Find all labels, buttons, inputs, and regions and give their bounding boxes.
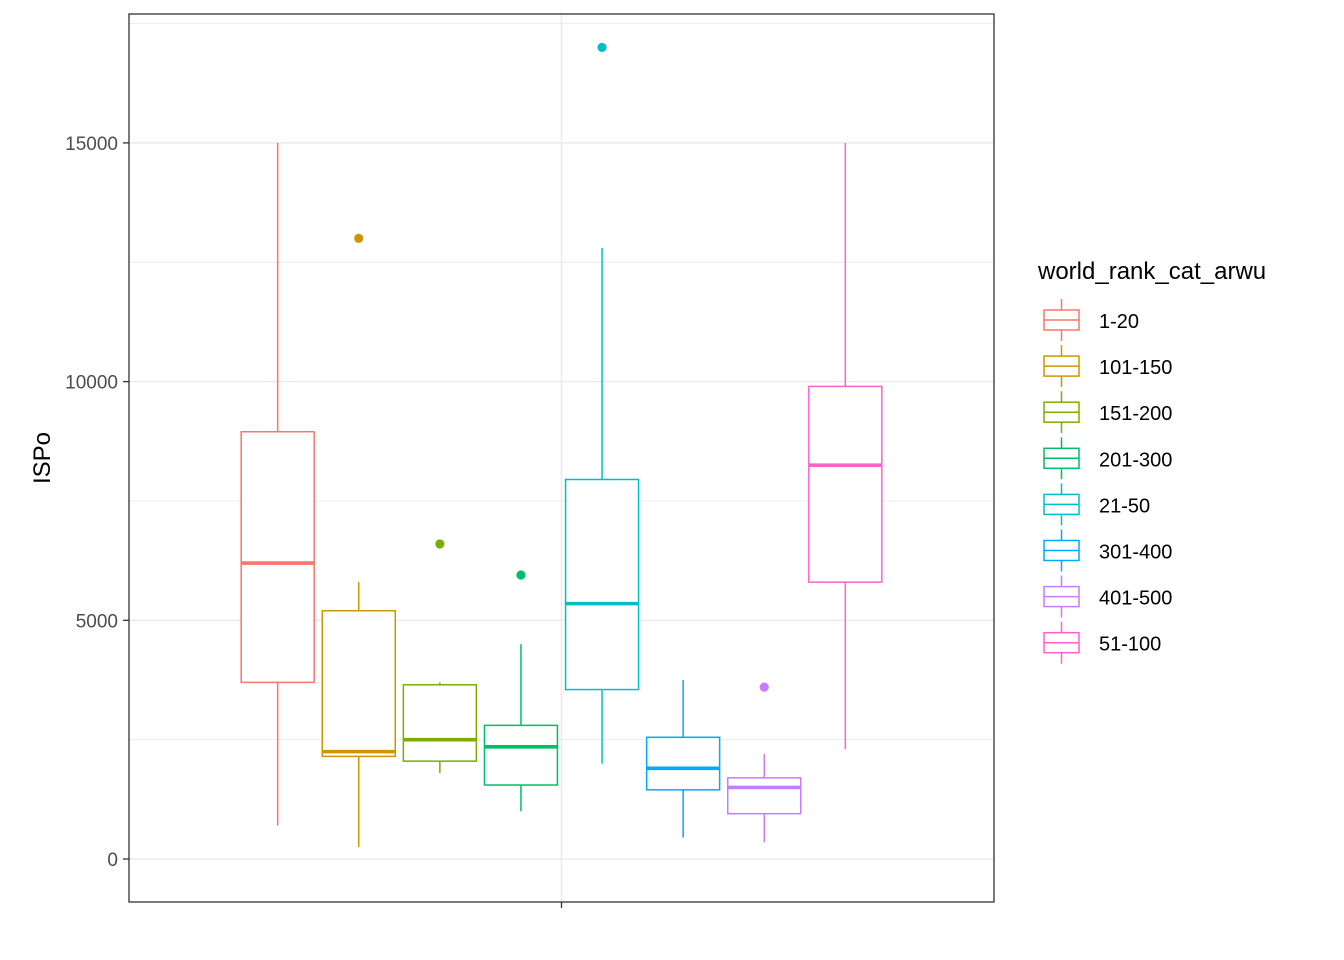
legend-title: world_rank_cat_arwu <box>1037 258 1266 285</box>
y-axis: 0 5000 10000 15000 <box>65 134 563 908</box>
outlier-point <box>354 233 364 243</box>
legend-label: 201-300 <box>1099 449 1172 471</box>
outlier-point <box>516 570 526 580</box>
legend-item-401-500: 401-500 <box>1043 575 1172 618</box>
legend-label: 1-20 <box>1099 311 1139 333</box>
legend-label: 401-500 <box>1099 588 1172 610</box>
legend-label: 301-400 <box>1099 542 1172 564</box>
legend-item-21-50: 21-50 <box>1043 483 1150 526</box>
box-body <box>564 478 640 691</box>
box-201-300 <box>483 570 559 812</box>
box-body <box>240 430 315 684</box>
box-body <box>321 610 397 758</box>
box-21-50 <box>564 42 640 764</box>
outlier-point <box>597 42 607 53</box>
box-1-20 <box>240 142 315 826</box>
box-151-200 <box>402 539 478 774</box>
legend: world_rank_cat_arwu 1-20 101-150 151-200 20… <box>1037 258 1266 664</box>
legend-item-51-100: 51-100 <box>1043 621 1161 664</box>
y-tick-label: 5000 <box>76 611 118 632</box>
legend-label: 51-100 <box>1099 634 1161 656</box>
box-101-150 <box>321 233 397 848</box>
outlier-point <box>759 682 769 692</box>
outlier-point <box>435 539 445 549</box>
legend-item-151-200: 151-200 <box>1043 391 1172 434</box>
box-301-400 <box>645 680 721 838</box>
box-401-500 <box>726 682 802 843</box>
legend-label: 151-200 <box>1099 403 1172 425</box>
boxes-layer <box>240 42 883 848</box>
legend-label: 101-150 <box>1099 357 1172 379</box>
box-body <box>402 684 478 762</box>
y-tick-label: 15000 <box>65 134 118 155</box>
legend-item-301-400: 301-400 <box>1043 529 1172 572</box>
y-tick-label: 0 <box>107 850 118 871</box>
box-body <box>483 724 559 786</box>
box-body <box>808 385 883 583</box>
box-body <box>726 777 802 815</box>
legend-item-201-300: 201-300 <box>1043 437 1172 480</box>
legend-label: 21-50 <box>1099 495 1150 517</box>
box-51-100 <box>808 142 883 750</box>
y-axis-title: ISPo <box>29 432 56 484</box>
legend-item-101-150: 101-150 <box>1043 345 1172 388</box>
y-tick-label: 10000 <box>65 373 118 394</box>
box-body <box>645 736 721 791</box>
legend-item-1-20: 1-20 <box>1043 299 1139 341</box>
